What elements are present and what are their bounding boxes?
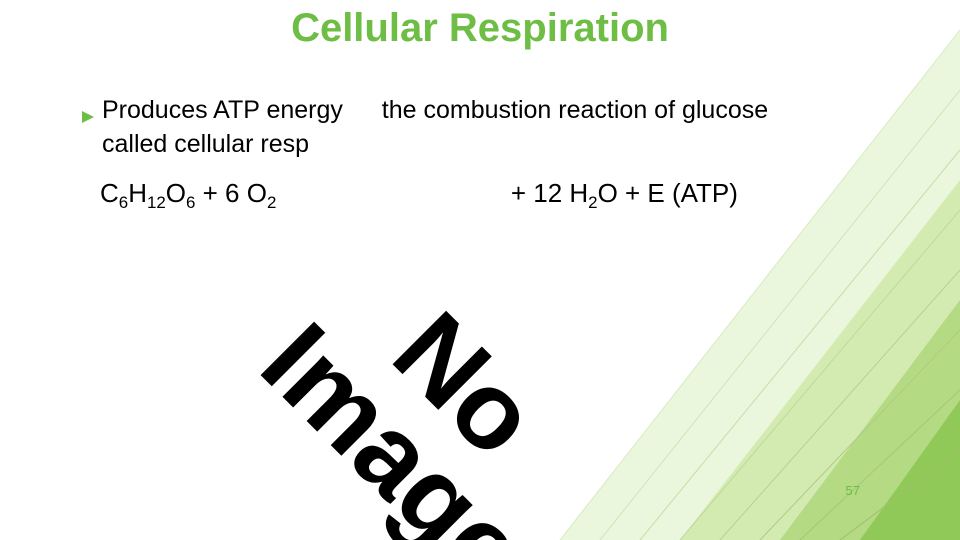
- page-number: 57: [846, 483, 860, 498]
- bullet-line2: called cellular resp: [102, 130, 309, 158]
- equation-rhs: + 12 H2O + E (ATP): [511, 178, 738, 208]
- no-image-placeholder: No Image: [175, 165, 684, 540]
- bullet-line1-a: Produces ATP energy: [102, 96, 343, 124]
- equation-lhs: C6H12O6 + 6 O2: [100, 178, 276, 208]
- equation: C6H12O6 + 6 O2 + 12 H2O + E (ATP): [100, 178, 900, 209]
- slide: Cellular Respiration Produces ATP energy…: [0, 0, 960, 540]
- bullet-block: Produces ATP energy the combustion react…: [80, 94, 900, 162]
- bullet-text: Produces ATP energy the combustion react…: [102, 94, 900, 162]
- bullet-line1-b: the combustion reaction of glucose: [382, 96, 768, 124]
- no-image-line2: Image: [246, 308, 542, 540]
- bullet-item: Produces ATP energy the combustion react…: [80, 94, 900, 162]
- slide-title: Cellular Respiration: [0, 6, 960, 51]
- bullet-icon: [80, 101, 96, 135]
- corner-decoration: [0, 0, 960, 540]
- no-image-line1: No: [318, 236, 614, 532]
- bullet-line1-gap: [350, 94, 375, 128]
